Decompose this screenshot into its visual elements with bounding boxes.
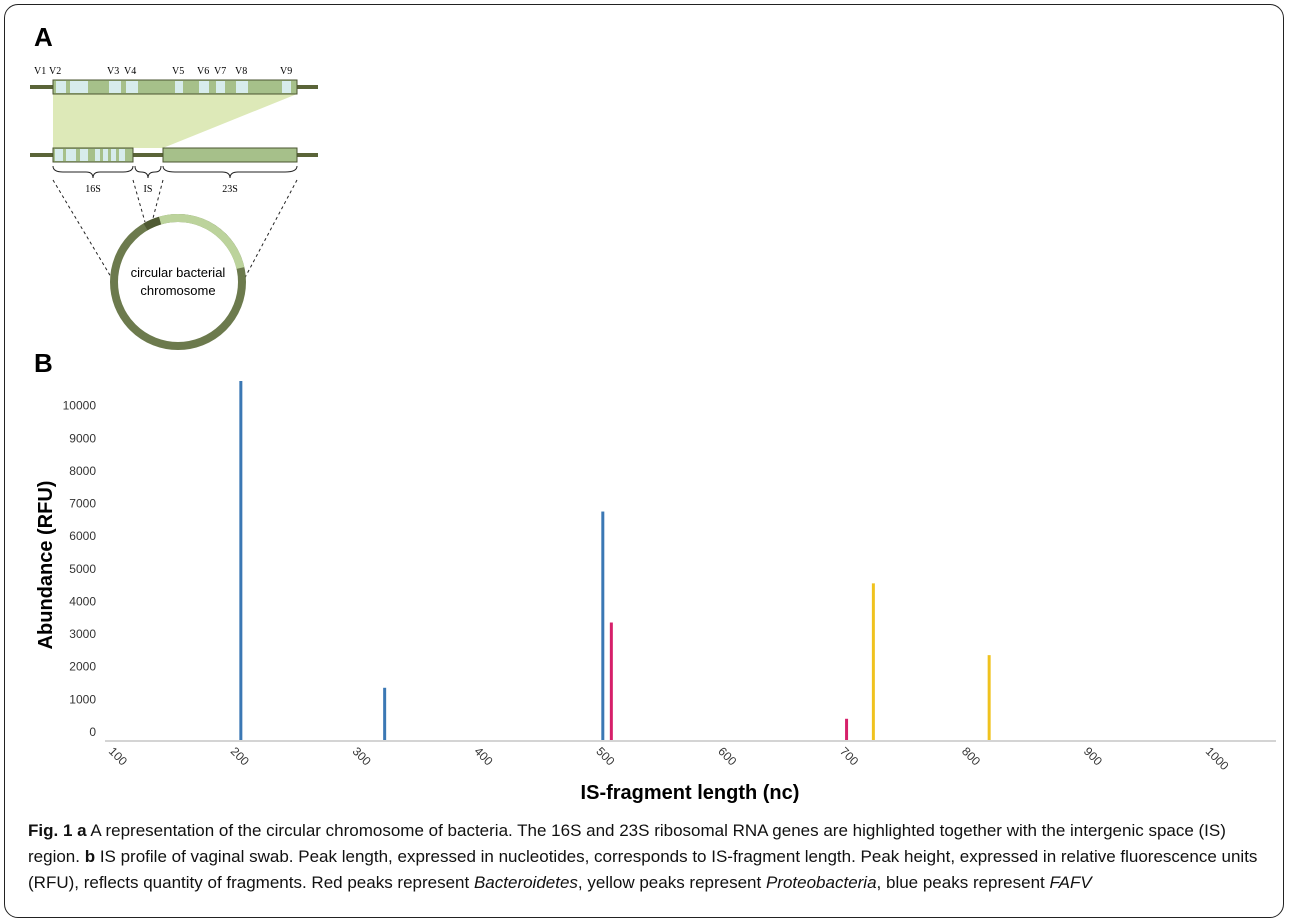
figure-frame xyxy=(4,4,1284,918)
caption-text: IS profile of vaginal swab. Peak length,… xyxy=(28,847,1258,892)
x-tick-label: 800 xyxy=(959,744,983,768)
panel-label: B xyxy=(34,348,53,378)
region-label: V1 xyxy=(34,66,46,77)
caption-text: , yellow peaks represent xyxy=(577,873,766,892)
region-label: V6 xyxy=(197,66,209,77)
region-label: V8 xyxy=(235,66,247,77)
peak xyxy=(383,687,387,740)
gene-label: IS xyxy=(144,184,153,195)
x-axis-label: IS-fragment length (nc) xyxy=(581,782,800,804)
peak xyxy=(601,511,605,740)
y-tick-label: 8000 xyxy=(69,464,96,478)
diagram: V1 V2 V3 V4 V5 V6 V7 V8 V9 16S IS 23S ci… xyxy=(30,66,318,350)
y-tick-label: 7000 xyxy=(69,497,96,511)
x-tick-label: 200 xyxy=(228,744,252,768)
caption-text: Bacteroidetes xyxy=(473,873,578,892)
region-label: V5 xyxy=(172,66,184,77)
peak xyxy=(987,655,991,740)
region-label: V7 xyxy=(214,66,226,77)
x-tick-label: 400 xyxy=(472,744,496,768)
y-tick-label: 6000 xyxy=(69,529,96,543)
y-axis-label: Abundance (RFU) xyxy=(35,481,57,650)
x-tick-label: 900 xyxy=(1081,744,1105,768)
x-tick-label: 1000 xyxy=(1203,744,1232,773)
caption-text: b xyxy=(84,847,96,866)
y-tick-label: 4000 xyxy=(69,594,96,608)
peak xyxy=(871,583,875,740)
peak xyxy=(609,622,613,740)
caption-text: Proteobacteria xyxy=(765,873,877,892)
caption-text: FAFV xyxy=(1049,873,1092,892)
region-label: V4 xyxy=(124,66,136,77)
y-tick-label: 0 xyxy=(89,725,96,739)
caption-text: , blue peaks represent xyxy=(876,873,1050,892)
peak xyxy=(239,381,243,740)
panel-label: A xyxy=(34,22,53,52)
x-tick-label: 500 xyxy=(593,744,617,768)
x-tick-label: 300 xyxy=(350,744,374,768)
x-tick-label: 700 xyxy=(837,744,861,768)
y-tick-label: 2000 xyxy=(69,660,96,674)
y-tick-label: 10000 xyxy=(63,399,97,413)
gene-label: 16S xyxy=(85,184,101,195)
region-label: V2 xyxy=(49,66,61,77)
figure: A xyxy=(30,22,1276,804)
region-label: V3 xyxy=(107,66,119,77)
chromosome-label: circular bacterial xyxy=(131,265,226,280)
y-tick-label: 1000 xyxy=(69,692,96,706)
y-tick-label: 9000 xyxy=(69,431,96,445)
y-tick-label: 5000 xyxy=(69,562,96,576)
caption-text: A representation of the circular chromos… xyxy=(28,821,1226,866)
y-tick-label: 3000 xyxy=(69,627,96,641)
chromosome-label: chromosome xyxy=(140,283,215,298)
gene-label: 23S xyxy=(222,184,238,195)
caption: Fig. 1 a A representation of the circula… xyxy=(28,818,1263,896)
caption-text: Fig. 1 a xyxy=(28,821,87,840)
peak xyxy=(845,718,849,740)
x-tick-label: 600 xyxy=(715,744,739,768)
x-tick-label: 100 xyxy=(106,744,130,768)
region-label: V9 xyxy=(280,66,292,77)
